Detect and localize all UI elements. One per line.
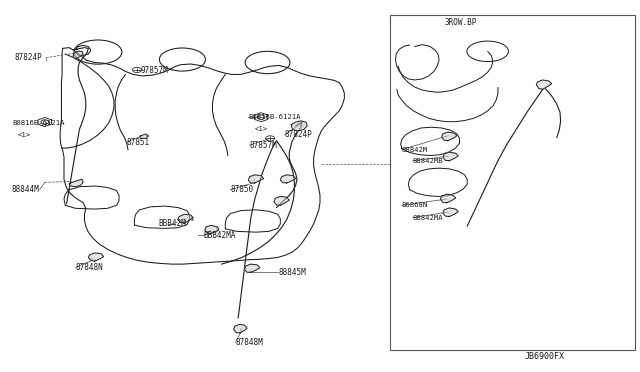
Polygon shape — [248, 175, 264, 183]
Polygon shape — [234, 324, 247, 333]
Text: 88842M: 88842M — [402, 147, 428, 153]
Text: BBB42MA: BBB42MA — [204, 231, 236, 240]
Polygon shape — [274, 196, 289, 205]
Polygon shape — [178, 214, 193, 223]
Polygon shape — [443, 208, 458, 217]
Text: 87848M: 87848M — [236, 338, 263, 347]
Text: 86868N: 86868N — [402, 202, 428, 208]
Polygon shape — [244, 264, 260, 272]
Text: <1>: <1> — [18, 132, 31, 138]
Text: 88844M: 88844M — [12, 185, 39, 194]
Text: 88842MA: 88842MA — [413, 215, 444, 221]
Text: 87851: 87851 — [127, 138, 150, 147]
Polygon shape — [205, 225, 219, 234]
Polygon shape — [443, 152, 458, 161]
Text: 87824P: 87824P — [285, 130, 312, 139]
Text: <1>: <1> — [255, 126, 268, 132]
Text: 3ROW.BP: 3ROW.BP — [445, 18, 477, 27]
Text: 87850: 87850 — [230, 185, 253, 194]
Text: JB6900FX: JB6900FX — [525, 352, 564, 361]
Text: B0816B-6121A: B0816B-6121A — [248, 114, 301, 120]
Polygon shape — [140, 134, 148, 138]
Bar — [390, 15, 635, 350]
Text: 87848N: 87848N — [76, 263, 103, 272]
Polygon shape — [440, 194, 456, 203]
Text: BBB42M: BBB42M — [159, 219, 186, 228]
Polygon shape — [442, 132, 457, 141]
Polygon shape — [280, 175, 296, 183]
Polygon shape — [536, 80, 552, 89]
Text: 88842MB: 88842MB — [413, 158, 444, 164]
Polygon shape — [88, 253, 104, 261]
Polygon shape — [69, 179, 83, 187]
Text: 87824P: 87824P — [14, 53, 42, 62]
Text: 97857M: 97857M — [141, 66, 168, 75]
Polygon shape — [291, 121, 307, 131]
Text: 87857M: 87857M — [250, 141, 277, 150]
Text: B0816B-6121A: B0816B-6121A — [13, 120, 65, 126]
Polygon shape — [73, 51, 83, 59]
Text: 88845M: 88845M — [278, 268, 306, 277]
